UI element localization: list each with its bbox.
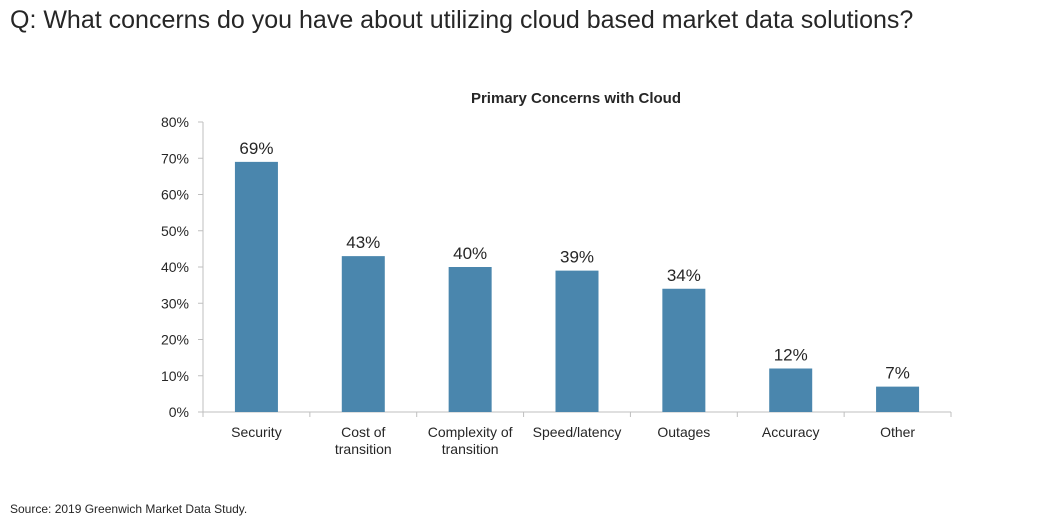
source-note: Source: 2019 Greenwich Market Data Study…	[10, 502, 248, 516]
data-label: 34%	[667, 266, 701, 285]
chart-title: Primary Concerns with Cloud	[471, 90, 681, 107]
y-tick-label: 10%	[161, 368, 189, 384]
bar	[769, 368, 813, 412]
x-tick-label: transition	[442, 441, 499, 457]
data-label: 39%	[560, 248, 594, 267]
bar	[341, 256, 385, 412]
x-tick-label: Accuracy	[762, 424, 820, 440]
y-axis: 0% 10% 20% 30% 40% 50% 60% 70% 80%	[161, 114, 204, 420]
y-tick-label: 20%	[161, 332, 189, 348]
x-tick-label: Complexity of	[428, 424, 513, 440]
y-tick-label: 60%	[161, 187, 189, 203]
question-title: Q: What concerns do you have about utili…	[10, 6, 914, 34]
x-tick-label: Speed/latency	[533, 424, 622, 440]
y-tick-label: 40%	[161, 259, 189, 275]
data-label: 40%	[453, 244, 487, 263]
y-tick-label: 70%	[161, 150, 189, 166]
y-tick-label: 80%	[161, 114, 189, 130]
bar	[662, 288, 706, 412]
bars	[234, 161, 920, 412]
data-label: 7%	[885, 364, 910, 383]
x-axis	[202, 411, 952, 417]
y-tick-label: 50%	[161, 223, 189, 239]
bar	[448, 267, 492, 412]
y-tick-label: 0%	[169, 404, 189, 420]
data-label: 69%	[239, 139, 273, 158]
x-tick-label: Cost of	[341, 424, 385, 440]
y-tick-label: 30%	[161, 295, 189, 311]
x-tick-label: Outages	[657, 424, 710, 440]
bar	[234, 161, 278, 412]
x-tick-label: Other	[880, 424, 915, 440]
bar	[876, 386, 920, 412]
x-tick-label: transition	[335, 441, 392, 457]
x-tick-label: Security	[231, 424, 282, 440]
bar	[555, 270, 599, 412]
data-label: 43%	[346, 233, 380, 252]
data-labels: 69% 43% 40% 39% 34% 12% 7%	[239, 139, 909, 383]
data-label: 12%	[774, 346, 808, 365]
bar-chart: Primary Concerns with Cloud 0% 10% 20% 30% 4…	[161, 90, 952, 457]
